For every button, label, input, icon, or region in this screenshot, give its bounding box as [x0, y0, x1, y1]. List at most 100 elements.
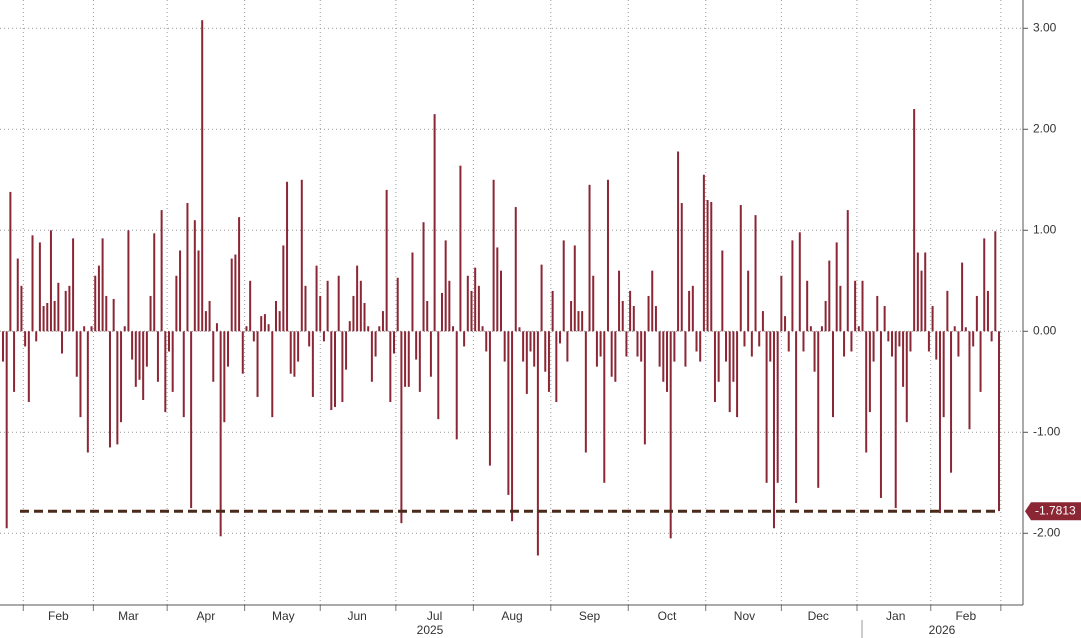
bar — [647, 295, 650, 332]
bar — [300, 179, 303, 332]
bar — [629, 290, 632, 332]
bar — [64, 290, 67, 332]
bar — [337, 275, 340, 332]
bar — [315, 265, 318, 332]
bar — [666, 331, 668, 392]
bar — [444, 240, 447, 332]
y-tick-label: 3.00 — [1033, 20, 1057, 34]
bar — [179, 250, 182, 332]
y-tick-label: 2.00 — [1033, 121, 1057, 135]
bar — [86, 331, 89, 453]
x-tick-label: Oct — [658, 609, 677, 623]
bar — [983, 238, 986, 332]
bar — [850, 331, 853, 352]
bar — [245, 326, 248, 332]
bar — [927, 331, 930, 352]
bar — [699, 331, 702, 362]
bar — [396, 277, 399, 332]
bar — [282, 245, 285, 332]
bar — [725, 331, 728, 362]
bar — [31, 235, 34, 332]
bar — [784, 316, 787, 332]
bar — [422, 222, 425, 332]
bar — [164, 331, 167, 413]
bar — [455, 331, 458, 440]
bar — [913, 109, 916, 332]
bar — [223, 331, 226, 423]
bar — [437, 331, 440, 420]
x-tick-label: Feb — [48, 609, 69, 623]
bar — [743, 331, 746, 347]
bar — [998, 331, 1000, 512]
bar — [13, 331, 16, 392]
bar — [407, 331, 410, 387]
bar — [817, 331, 820, 488]
bar — [581, 311, 584, 332]
x-tick-label: Aug — [501, 609, 522, 623]
bar — [367, 326, 370, 332]
bar — [474, 267, 477, 332]
bar — [131, 331, 134, 360]
bar — [876, 295, 879, 332]
bar — [61, 331, 64, 354]
bar — [145, 331, 148, 367]
bar — [839, 285, 842, 332]
bar — [916, 252, 919, 332]
bar — [695, 331, 698, 352]
x-tick-label: May — [272, 609, 295, 623]
reference-label: -1.7813 — [1035, 503, 1076, 517]
bar — [120, 331, 123, 423]
bar — [621, 300, 624, 332]
bar — [758, 331, 761, 347]
bar — [898, 331, 901, 347]
bar — [267, 324, 270, 332]
bar — [370, 331, 373, 382]
bar — [975, 295, 978, 332]
bar — [854, 280, 857, 332]
bar — [123, 326, 126, 332]
bar — [603, 331, 606, 483]
bar — [986, 290, 989, 332]
bar — [186, 203, 189, 332]
bar — [555, 331, 558, 402]
bar — [533, 331, 536, 367]
bar — [160, 210, 163, 332]
bar — [902, 331, 905, 387]
bar — [393, 331, 396, 354]
bar — [400, 331, 403, 524]
x-tick-label: Jan — [886, 609, 905, 623]
bar — [732, 331, 735, 382]
bar — [754, 215, 757, 332]
bar — [717, 331, 720, 382]
bar — [846, 210, 849, 332]
bar — [440, 292, 443, 332]
bar — [636, 331, 639, 357]
bar — [643, 331, 646, 445]
bar — [595, 331, 598, 367]
bar — [765, 331, 768, 483]
y-tick-label: -1.00 — [1033, 424, 1061, 438]
bar — [809, 326, 812, 332]
bar — [651, 270, 654, 332]
bar — [83, 326, 86, 332]
bar — [477, 285, 480, 332]
bar — [429, 331, 432, 377]
bar — [105, 295, 108, 332]
bar — [518, 327, 521, 332]
bar — [776, 331, 779, 483]
bar — [452, 326, 455, 332]
bar — [153, 233, 156, 332]
bar — [481, 326, 484, 332]
bar — [677, 151, 680, 332]
bar — [787, 331, 790, 352]
bar — [308, 331, 311, 347]
bar — [334, 331, 336, 408]
bar — [968, 331, 971, 430]
bar — [658, 331, 661, 367]
bar — [573, 245, 576, 332]
bar — [935, 331, 938, 360]
bar — [175, 275, 178, 332]
x-tick-label: Apr — [197, 609, 216, 623]
bar — [592, 275, 595, 332]
bar — [905, 331, 908, 423]
